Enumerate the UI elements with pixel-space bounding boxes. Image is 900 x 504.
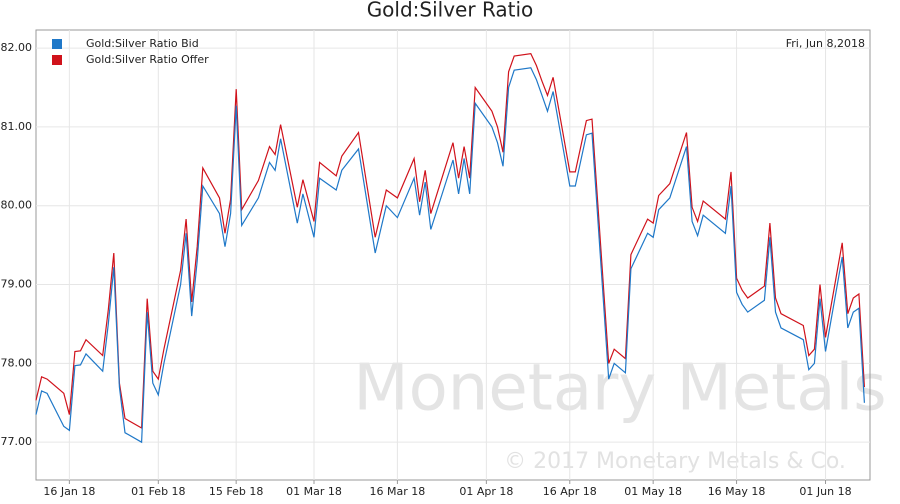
chart-title: Gold:Silver Ratio bbox=[367, 0, 534, 22]
x-tick-label: 16 May 18 bbox=[708, 485, 766, 498]
y-tick-label: 79.00 bbox=[1, 278, 33, 291]
x-tick-label: 15 Feb 18 bbox=[209, 485, 263, 498]
y-tick-label: 81.00 bbox=[1, 120, 33, 133]
series-line bbox=[35, 52, 865, 430]
plot-frame bbox=[35, 29, 871, 481]
x-tick-label: 01 Jun 18 bbox=[799, 485, 851, 498]
legend-label: Gold:Silver Ratio Bid bbox=[86, 37, 199, 50]
x-tick-label: 01 May 18 bbox=[624, 485, 682, 498]
x-tick-label: 16 Apr 18 bbox=[543, 485, 597, 498]
copyright: © 2017 Monetary Metals & Co. bbox=[504, 449, 846, 474]
x-tick-label: 16 Jan 18 bbox=[43, 485, 95, 498]
legend-label: Gold:Silver Ratio Offer bbox=[86, 53, 209, 66]
x-tick-label: 01 Feb 18 bbox=[131, 485, 185, 498]
y-tick-label: 78.00 bbox=[1, 356, 33, 369]
x-tick-label: 01 Mar 18 bbox=[286, 485, 342, 498]
series-line bbox=[35, 67, 865, 444]
x-tick-label: 16 Mar 18 bbox=[370, 485, 426, 498]
legend-swatch bbox=[52, 55, 62, 65]
watermark: Monetary Metals bbox=[353, 352, 886, 426]
y-tick-label: 82.00 bbox=[1, 41, 33, 54]
legend-swatch bbox=[52, 39, 62, 49]
y-tick-label: 80.00 bbox=[1, 199, 33, 212]
y-tick-label: 77.00 bbox=[1, 435, 33, 448]
x-tick-label: 01 Apr 18 bbox=[459, 485, 513, 498]
